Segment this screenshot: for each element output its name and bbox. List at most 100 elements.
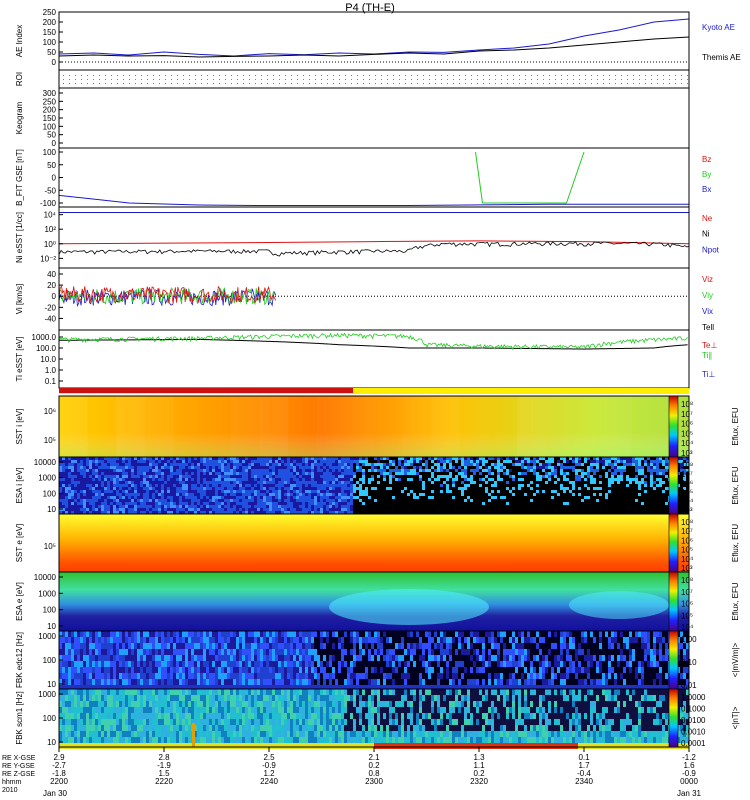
fbk-edc-cell xyxy=(377,637,380,643)
fbk-edc-cell xyxy=(107,643,110,649)
esa-i-cell xyxy=(206,502,209,505)
esa-i-cell xyxy=(173,481,176,484)
esa-i-cell xyxy=(341,505,344,508)
fbk-edc-cell xyxy=(446,637,449,643)
fbk-edc-cell xyxy=(317,643,320,649)
fbk-edc-cell xyxy=(128,655,131,661)
esa-i-cell xyxy=(203,499,206,502)
fbk-edc-cell xyxy=(281,643,284,649)
esa-i-cell xyxy=(251,472,254,475)
esa-i-cell xyxy=(131,499,134,502)
fbk-edc-cell xyxy=(257,673,260,679)
esa-i-cell xyxy=(131,472,134,475)
esa-i-cell xyxy=(206,496,209,499)
esa-i-cell xyxy=(65,457,68,460)
fbk-edc-cell xyxy=(254,631,257,637)
esa-i-cell xyxy=(110,475,113,478)
fbk-edc-cell xyxy=(593,643,596,649)
fbk-edc-cell xyxy=(128,661,131,667)
fbk-edc-cell xyxy=(140,643,143,649)
esa-i-cell xyxy=(104,496,107,499)
fbk-edc-cell xyxy=(272,649,275,655)
fbk-edc-cell xyxy=(188,673,191,679)
esa-i-cell xyxy=(410,478,413,481)
fbk-edc-cell xyxy=(509,631,512,637)
esa-i-cell xyxy=(236,475,239,478)
fbk-edc-cell xyxy=(290,667,293,673)
esa-i-cell xyxy=(185,478,188,481)
esa-i-cell xyxy=(344,487,347,490)
fbk-edc-cell xyxy=(185,637,188,643)
fbk-edc-cell xyxy=(224,637,227,643)
fbk-edc-cell xyxy=(569,631,572,637)
roi-dot xyxy=(231,83,232,84)
roi-dot xyxy=(657,75,658,76)
esa-i-cell xyxy=(173,496,176,499)
esa-i-cell xyxy=(158,460,161,463)
esa-i-cell xyxy=(158,463,161,466)
esa-i-cell xyxy=(179,487,182,490)
esa-i-cell xyxy=(365,460,368,463)
roi-dot xyxy=(135,79,136,80)
esa-e-tick-label: 10 xyxy=(47,622,56,631)
esa-i-cell xyxy=(305,472,308,475)
roi-dot xyxy=(429,75,430,76)
esa-i-cell xyxy=(86,460,89,463)
esa-i-cell xyxy=(263,466,266,469)
esa-i-cell xyxy=(317,502,320,505)
fbk-edc-cell xyxy=(185,631,188,637)
fbk-edc-cell xyxy=(164,679,167,685)
esa-i-cell xyxy=(269,472,272,475)
esa-i-cell xyxy=(107,493,110,496)
roi-dot xyxy=(375,83,376,84)
fbk-edc-cell xyxy=(518,649,521,655)
esa-i-cell xyxy=(74,508,77,511)
fbk-edc-cell xyxy=(458,649,461,655)
fbk-edc-cell xyxy=(566,631,569,637)
fbk-edc-cell xyxy=(197,649,200,655)
roi-dot xyxy=(273,83,274,84)
fbk-edc-cell xyxy=(638,643,641,649)
esa-i-cell xyxy=(263,493,266,496)
fbk-edc-cell xyxy=(449,673,452,679)
fbk-edc-cell xyxy=(557,673,560,679)
esa-i-cell xyxy=(626,478,629,481)
esa-i-cell xyxy=(236,469,239,472)
fbk-edc-cell xyxy=(395,661,398,667)
esa-i-cell xyxy=(347,472,350,475)
fbk-edc-cell xyxy=(461,631,464,637)
fbk-edc-cell xyxy=(512,637,515,643)
esa-i-cell xyxy=(425,460,428,463)
fbk-edc-cell xyxy=(329,649,332,655)
esa-i-cell xyxy=(332,469,335,472)
esa-i-cell xyxy=(143,505,146,508)
esa-i-cell xyxy=(155,481,158,484)
fbk-edc-cell xyxy=(374,649,377,655)
esa-i-cell xyxy=(296,472,299,475)
roi-dot xyxy=(687,79,688,80)
esa-i-cell xyxy=(572,481,575,484)
fbk-edc-cell xyxy=(497,637,500,643)
esa-i-cell xyxy=(209,484,212,487)
esa-i-cell xyxy=(134,487,137,490)
esa-i-cell xyxy=(215,496,218,499)
fbk-edc-cell xyxy=(494,661,497,667)
esa-i-cell xyxy=(332,508,335,511)
esa-i-cell xyxy=(131,463,134,466)
esa-i-cell xyxy=(134,457,137,460)
esa-i-cell xyxy=(137,484,140,487)
esa-i-cell xyxy=(374,463,377,466)
esa-i-cell xyxy=(257,511,260,514)
fbk-edc-cell xyxy=(449,637,452,643)
esa-i-cell xyxy=(605,475,608,478)
roi-dot xyxy=(69,83,70,84)
esa-i-cell xyxy=(254,463,257,466)
esa-i-cell xyxy=(110,505,113,508)
esa-i-cell xyxy=(437,466,440,469)
esa-i-cell xyxy=(86,463,89,466)
esa-i-cell xyxy=(122,469,125,472)
esa-i-cell xyxy=(311,508,314,511)
fbk-edc-cell xyxy=(125,667,128,673)
fbk-edc-cell xyxy=(440,655,443,661)
esa-i-cell xyxy=(125,481,128,484)
